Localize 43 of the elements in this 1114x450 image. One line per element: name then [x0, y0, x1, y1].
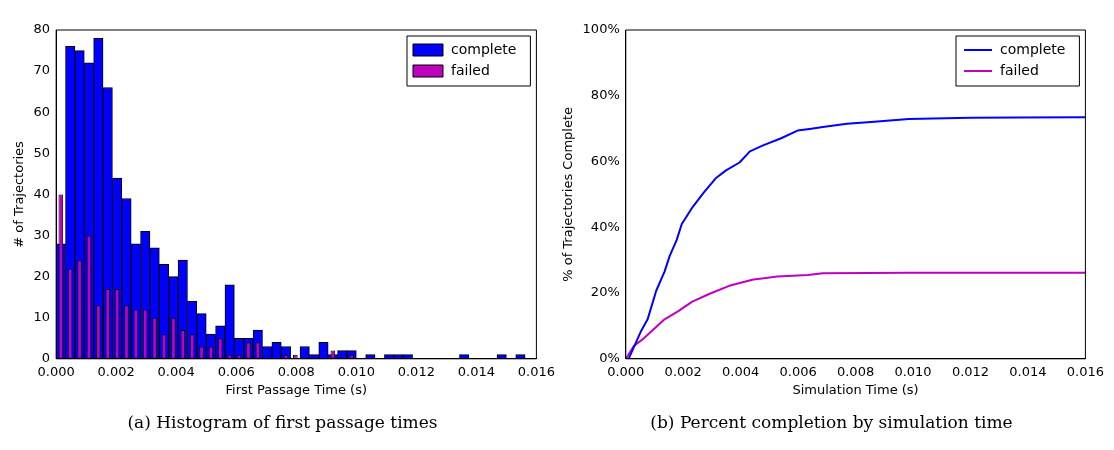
y-tick-label: 50 — [33, 144, 51, 160]
legend-label: failed — [1000, 61, 1039, 78]
x-tick-label: 0.000 — [37, 363, 75, 379]
y-tick-label: 80% — [590, 87, 620, 103]
x-tick-label: 0.008 — [836, 363, 875, 379]
y-tick-label: 30 — [33, 226, 51, 242]
x-axis-title: Simulation Time (s) — [792, 381, 919, 397]
x-tick-label: 0.002 — [664, 363, 702, 379]
y-tick-label: 10 — [33, 309, 51, 325]
x-tick-label: 0.010 — [337, 363, 375, 379]
y-axis-title: # of Trajectories — [11, 140, 27, 248]
x-tick-label: 0.010 — [894, 363, 932, 379]
x-tick-label: 0.008 — [277, 363, 315, 379]
y-tick-label: 80 — [33, 21, 51, 37]
x-tick-label: 0.014 — [457, 363, 495, 379]
x-tick-label: 0.000 — [607, 363, 645, 379]
y-tick-label: 70 — [33, 62, 51, 78]
x-tick-label: 0.004 — [722, 363, 760, 379]
y-tick-label: 100% — [582, 21, 620, 37]
x-axis-title: First Passage Time (s) — [225, 381, 368, 397]
y-tick-label: 20 — [33, 267, 51, 283]
y-tick-label: 0 — [41, 350, 51, 366]
x-tick-label: 0.002 — [97, 363, 135, 379]
text: (b) Percent completion by simulation time — [649, 412, 1014, 432]
y-tick-label: 40 — [33, 185, 51, 201]
legend-label: failed — [451, 61, 490, 78]
x-tick-label: 0.006 — [217, 363, 255, 379]
y-tick-label: 60% — [590, 152, 620, 168]
x-tick-label: 0.006 — [779, 363, 817, 379]
x-tick-label: 0.012 — [951, 363, 990, 379]
text: (a) Histogram of first passage times — [126, 412, 439, 432]
legend-label: complete — [1000, 40, 1066, 57]
y-tick-label: 60 — [33, 103, 51, 119]
legend-label: complete — [451, 40, 517, 57]
x-tick-label: 0.004 — [157, 363, 195, 379]
y-tick-label: 0% — [599, 350, 620, 366]
y-tick-label: 20% — [590, 284, 620, 300]
y-tick-label: 40% — [590, 218, 620, 234]
y-axis-title: % of Trajectories Complete — [560, 106, 576, 282]
x-tick-label: 0.012 — [397, 363, 435, 379]
x-tick-label: 0.016 — [1066, 363, 1104, 379]
x-tick-label: 0.014 — [1009, 363, 1047, 379]
x-tick-label: 0.016 — [517, 363, 555, 379]
